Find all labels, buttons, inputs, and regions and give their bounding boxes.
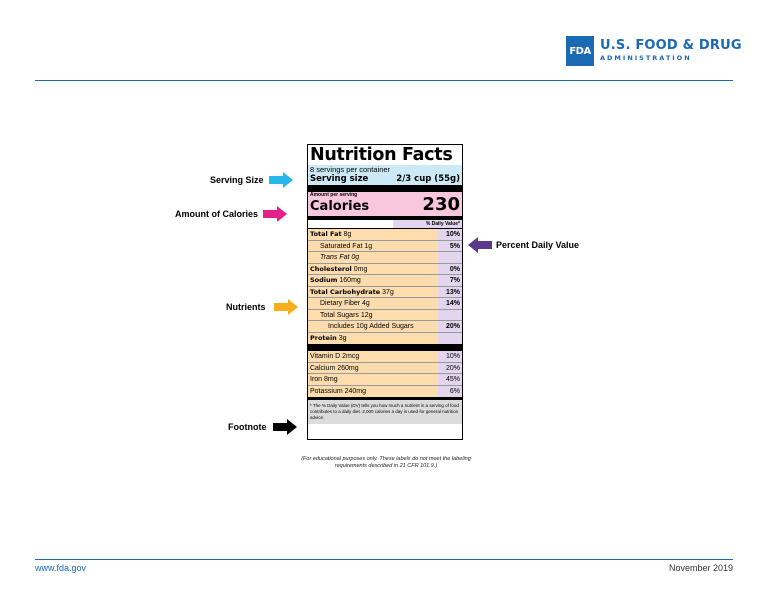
nutrient-dv: 13% [445, 288, 460, 296]
dv-header: % Daily Value* [308, 220, 462, 229]
thick-divider [308, 344, 462, 351]
nutrient-name: Protein [310, 333, 337, 342]
fda-logo-line2: ADMINISTRATION [600, 54, 692, 62]
vitamin-name: Calcium 260mg [310, 364, 359, 372]
thick-divider [308, 185, 462, 192]
nutrient-name: Dietary Fiber 4g [320, 300, 370, 307]
nutrient-row: Sodium 160mg 7% [308, 275, 462, 287]
fda-logo-text: U.S. FOOD & DRUG ADMINISTRATION [600, 39, 742, 63]
nutrient-row: Trans Fat 0g [308, 252, 462, 264]
nutrient-row: Total Fat 8g 10% [308, 229, 462, 241]
vitamin-row: Potassium 240mg 6% [308, 386, 462, 398]
footer-date: November 2019 [668, 563, 733, 573]
nutrient-amount: 3g [338, 334, 347, 342]
arrow-right-icon [263, 206, 288, 222]
educational-note: (For educational purposes only. These la… [301, 456, 471, 469]
vitamin-name: Potassium 240mg [310, 387, 367, 395]
footer-divider [35, 559, 733, 560]
vitamin-dv: 20% [445, 364, 460, 372]
callout-calories: Amount of Calories [175, 206, 289, 222]
vitamin-row: Calcium 260mg 20% [308, 363, 462, 374]
vitamin-dv: 6% [449, 387, 460, 395]
vitamin-row: Iron 8mg 45% [308, 374, 462, 386]
vitamin-row: Vitamin D 2mcg 10% [308, 351, 462, 363]
arrow-right-icon [272, 419, 297, 435]
nutrient-name: Total Fat [310, 230, 342, 238]
fda-logo[interactable]: FDA U.S. FOOD & DRUG ADMINISTRATION [566, 36, 742, 66]
arrow-left-icon [468, 237, 492, 253]
servings-per-container: 8 servings per container [310, 165, 391, 174]
serving-size-line: Serving size 2/3 cup (55g) [310, 174, 460, 185]
nutrient-row: Saturated Fat 1g 5% [308, 241, 462, 252]
calories-value: 230 [422, 194, 460, 215]
fda-logo-line1: U.S. FOOD & DRUG [600, 38, 742, 53]
nutrient-row: Dietary Fiber 4g 14% [308, 298, 462, 310]
nutrient-name: Cholesterol [310, 264, 352, 273]
nutrient-row: Protein 3g [308, 333, 462, 345]
fda-logo-box: FDA [566, 36, 594, 66]
nutrient-rows: Total Fat 8g 10% Saturated Fat 1g 5% Tra… [308, 229, 462, 344]
arrow-right-icon [273, 299, 298, 315]
nutrient-name: Total Sugars 12g [320, 311, 373, 319]
callout-percent-dv: Percent Daily Value [466, 237, 579, 253]
callout-serving-size: Serving Size [210, 172, 295, 188]
serving-size-label: Serving size [310, 174, 369, 184]
nutrient-name: Saturated Fat 1g [320, 242, 373, 250]
vitamin-dv: 10% [445, 353, 460, 360]
nutrient-dv: 5% [449, 242, 460, 250]
callout-calories-label: Amount of Calories [175, 209, 259, 219]
medium-divider [308, 216, 462, 220]
nutrient-dv: 10% [445, 231, 460, 238]
nutrient-row: Includes 10g Added Sugars 20% [308, 321, 462, 333]
calories-section: Amount per serving Calories 230 [308, 192, 462, 216]
nutrient-row: Cholesterol 0mg 0% [308, 264, 462, 275]
nutrition-facts-title: Nutrition Facts [310, 145, 453, 165]
nutrient-dv: 7% [449, 277, 460, 284]
nutrient-dv: 14% [445, 300, 460, 307]
nutrient-amount: 0mg [353, 265, 368, 273]
header-divider [35, 80, 733, 81]
nutrient-name: Sodium [310, 276, 338, 284]
label-footnote: * The % Daily Value (DV) tells you how m… [308, 397, 462, 424]
serving-size-value: 2/3 cup (55g) [396, 174, 460, 184]
nutrient-amount: 37g [382, 288, 394, 296]
callout-footnote: Footnote [228, 419, 299, 435]
vitamin-name: Vitamin D 2mcg [310, 353, 360, 360]
nutrient-amount: 8g [343, 231, 352, 238]
callout-percent-dv-label: Percent Daily Value [496, 240, 580, 250]
callout-serving-size-label: Serving Size [210, 175, 264, 185]
footer-website-link[interactable]: www.fda.gov [35, 563, 87, 573]
callout-nutrients-label: Nutrients [226, 302, 266, 312]
nutrient-row: Total Sugars 12g [308, 310, 462, 321]
calories-label: Calories [310, 199, 370, 214]
amount-per-serving: Amount per serving [310, 192, 358, 198]
nutrient-dv: 0% [449, 265, 460, 273]
serving-section: 8 servings per container Serving size 2/… [308, 165, 462, 185]
nutrient-dv: 20% [445, 323, 460, 330]
nutrient-name: Includes 10g Added Sugars [328, 323, 414, 330]
nutrition-facts-label: Nutrition Facts 8 servings per container… [307, 144, 463, 440]
nutrient-row: Total Carbohydrate 37g 13% [308, 287, 462, 298]
nutrient-name: Total Carbohydrate [310, 287, 381, 296]
nutrient-name: Trans Fat 0g [320, 254, 360, 261]
vitamin-rows: Vitamin D 2mcg 10% Calcium 260mg 20% Iro… [308, 351, 462, 397]
callout-nutrients: Nutrients [226, 299, 300, 315]
nutrient-amount: 160mg [339, 277, 361, 284]
arrow-right-icon [268, 172, 293, 188]
vitamin-dv: 45% [445, 376, 460, 383]
callout-footnote-label: Footnote [228, 422, 267, 432]
vitamin-name: Iron 8mg [310, 376, 338, 383]
